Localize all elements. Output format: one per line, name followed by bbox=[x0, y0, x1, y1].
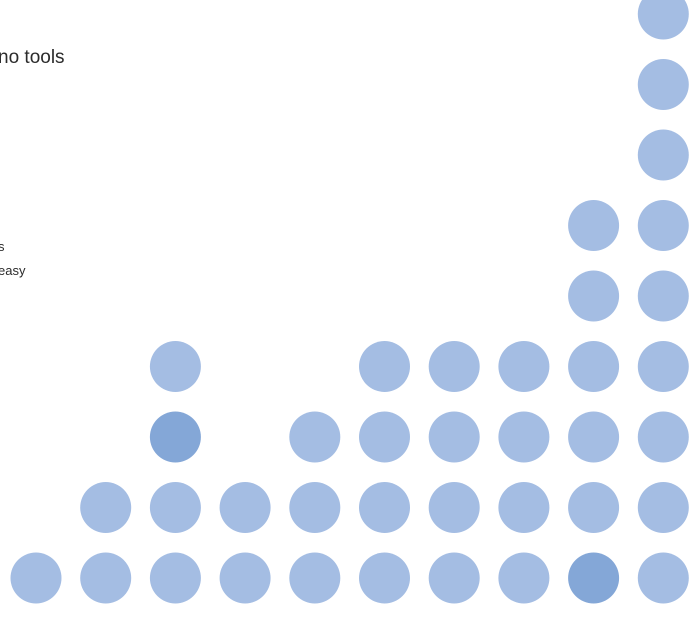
data-dot bbox=[637, 411, 689, 463]
data-dot bbox=[359, 552, 410, 604]
data-dot bbox=[637, 270, 689, 322]
data-dot bbox=[289, 411, 341, 463]
data-dot bbox=[428, 341, 480, 392]
data-dot bbox=[637, 59, 689, 110]
data-dot bbox=[10, 552, 62, 604]
data-dot bbox=[568, 482, 620, 533]
data-dot bbox=[80, 552, 132, 604]
data-dot bbox=[428, 411, 480, 463]
data-dot bbox=[637, 482, 689, 533]
data-dot bbox=[637, 341, 689, 392]
data-dot bbox=[149, 482, 201, 533]
data-dot bbox=[568, 341, 620, 392]
data-dot bbox=[359, 482, 410, 533]
highlight-dot bbox=[568, 552, 620, 604]
data-dot bbox=[289, 552, 341, 604]
data-dot bbox=[149, 552, 201, 604]
data-dot bbox=[498, 482, 550, 533]
data-dot bbox=[637, 0, 689, 40]
data-dot bbox=[219, 552, 271, 604]
data-dot bbox=[568, 411, 620, 463]
data-dot bbox=[428, 482, 480, 533]
data-dot bbox=[219, 482, 271, 533]
data-dot bbox=[359, 341, 410, 392]
data-dot bbox=[637, 129, 689, 181]
text-fragment-easy: easy bbox=[0, 263, 26, 278]
data-dot bbox=[359, 411, 410, 463]
text-fragment-no-tools: no tools bbox=[0, 47, 65, 68]
data-dot bbox=[80, 482, 132, 533]
data-dot bbox=[637, 200, 689, 251]
data-dot bbox=[149, 341, 201, 392]
highlight-dot bbox=[149, 411, 201, 463]
data-dot bbox=[568, 200, 620, 251]
data-dot bbox=[568, 270, 620, 322]
data-dot bbox=[428, 552, 480, 604]
text-fragment-s: s bbox=[0, 239, 5, 254]
data-dot bbox=[498, 552, 550, 604]
data-dot bbox=[637, 552, 689, 604]
data-dot bbox=[498, 341, 550, 392]
data-dot bbox=[289, 482, 341, 533]
data-dot bbox=[498, 411, 550, 463]
